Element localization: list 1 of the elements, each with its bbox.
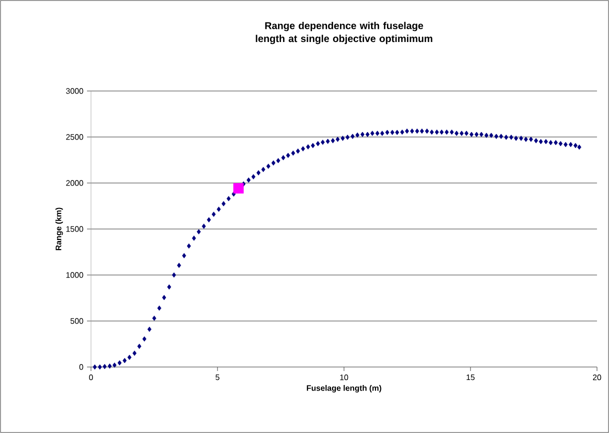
chart-title: Range dependence with fuselage length at single objective optimimum [256,22,432,44]
